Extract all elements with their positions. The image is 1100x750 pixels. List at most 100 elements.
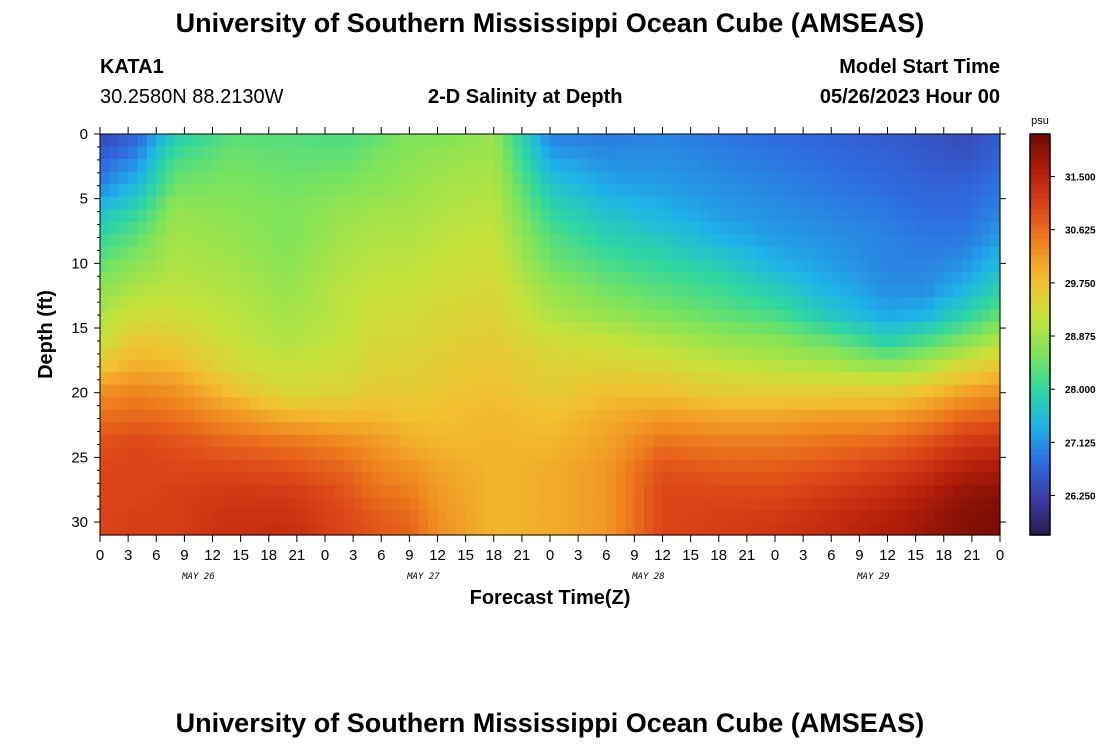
heatmap-cell <box>915 221 926 235</box>
heatmap-cell <box>296 459 307 473</box>
heatmap-cell <box>268 447 279 461</box>
heatmap-cell <box>428 259 439 273</box>
x-tick-label: 6 <box>377 547 385 564</box>
heatmap-cell <box>615 497 626 511</box>
heatmap-cell <box>334 384 345 398</box>
heatmap-cell <box>765 221 776 235</box>
heatmap-cell <box>100 409 110 423</box>
heatmap-cell <box>315 434 326 448</box>
heatmap-cell <box>118 372 129 386</box>
heatmap-cell <box>700 347 710 361</box>
heatmap-cell <box>587 259 598 273</box>
heatmap-cell <box>278 146 289 160</box>
heatmap-cell <box>831 409 842 423</box>
heatmap-cell <box>193 271 204 285</box>
heatmap-cell <box>128 234 139 248</box>
heatmap-cell <box>193 384 204 398</box>
heatmap-cell <box>681 359 692 373</box>
heatmap-cell <box>165 434 176 448</box>
heatmap-cell <box>550 447 560 461</box>
heatmap-cell <box>268 171 279 185</box>
heatmap-cell <box>690 347 701 361</box>
heatmap-cell <box>662 409 673 423</box>
heatmap-cell <box>231 422 242 436</box>
x-tick-label: 3 <box>799 547 807 564</box>
heatmap-cell <box>943 246 954 260</box>
heatmap-cell <box>671 509 682 524</box>
heatmap-cell <box>428 359 439 373</box>
heatmap-cell <box>325 309 335 323</box>
heatmap-cell <box>859 246 870 260</box>
heatmap-cell <box>512 497 523 511</box>
heatmap-cell <box>221 497 232 511</box>
heatmap-cell <box>868 472 879 486</box>
x-tick-label: 15 <box>682 547 699 564</box>
heatmap-cell <box>437 159 448 173</box>
heatmap-cell <box>934 271 945 285</box>
heatmap-cell <box>718 372 729 386</box>
heatmap-cell <box>962 271 973 285</box>
heatmap-cell <box>962 209 973 223</box>
heatmap-cell <box>418 347 429 361</box>
heatmap-cell <box>240 209 251 223</box>
heatmap-cell <box>990 472 1001 486</box>
heatmap-cell <box>803 271 814 285</box>
heatmap-cell <box>887 196 898 210</box>
heatmap-cell <box>315 184 326 198</box>
heatmap-cell <box>268 309 279 323</box>
heatmap-cell <box>437 447 448 461</box>
heatmap-cell <box>812 321 823 336</box>
heatmap-cell <box>128 321 139 336</box>
heatmap-cell <box>990 409 1001 423</box>
heatmap-cell <box>475 372 485 386</box>
heatmap-cell <box>325 334 335 348</box>
heatmap-cell <box>981 397 992 411</box>
heatmap-cell <box>503 334 514 348</box>
heatmap-cell <box>203 359 214 373</box>
heatmap-cell <box>325 271 335 285</box>
heatmap-cell <box>709 497 720 511</box>
heatmap-cell <box>128 522 139 536</box>
heatmap-cell <box>381 134 392 148</box>
heatmap-cell <box>259 397 270 411</box>
heatmap-cell <box>428 334 439 348</box>
heatmap-cell <box>906 359 917 373</box>
heatmap-cell <box>128 334 139 348</box>
heatmap-cell <box>325 259 335 273</box>
heatmap-cell <box>587 234 598 248</box>
heatmap-cell <box>906 171 917 185</box>
colorbar-segment <box>1030 134 1050 140</box>
heatmap-cell <box>662 196 673 210</box>
heatmap-cell <box>587 184 598 198</box>
heatmap-cell <box>156 384 167 398</box>
heatmap-cell <box>278 196 289 210</box>
heatmap-cell <box>259 146 270 160</box>
heatmap-cell <box>193 472 204 486</box>
heatmap-cell <box>831 321 842 336</box>
heatmap-cell <box>971 134 982 148</box>
heatmap-cell <box>193 484 204 499</box>
heatmap-cell <box>915 209 926 223</box>
heatmap-cell <box>465 434 476 448</box>
heatmap-cell <box>803 447 814 461</box>
heatmap-cell <box>475 447 485 461</box>
heatmap-cell <box>531 296 542 311</box>
heatmap-cell <box>165 234 176 248</box>
heatmap-cell <box>512 347 523 361</box>
heatmap-cell <box>531 472 542 486</box>
heatmap-cell <box>746 246 757 260</box>
heatmap-cell <box>381 171 392 185</box>
heatmap-cell <box>456 146 467 160</box>
heatmap-cell <box>296 146 307 160</box>
heatmap-cell <box>287 171 298 185</box>
heatmap-cell <box>606 422 617 436</box>
heatmap-cell <box>821 334 832 348</box>
heatmap-cell <box>521 184 532 198</box>
heatmap-cell <box>128 134 139 148</box>
heatmap-cell <box>428 146 439 160</box>
colorbar-segment <box>1030 139 1050 145</box>
heatmap-cell <box>287 146 298 160</box>
heatmap-cell <box>268 259 279 273</box>
heatmap-cell <box>840 171 851 185</box>
heatmap-cell <box>690 159 701 173</box>
